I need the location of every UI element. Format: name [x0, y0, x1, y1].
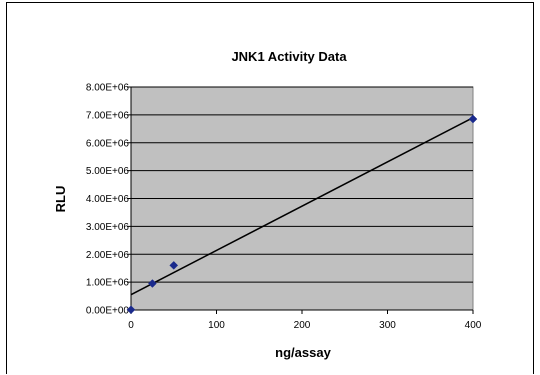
- data-point: [148, 279, 157, 288]
- x-axis-title: ng/assay: [275, 345, 331, 360]
- trendline: [130, 116, 474, 296]
- x-tick-label: 400: [465, 320, 482, 331]
- y-tick-label: 5.00E+06: [86, 166, 130, 177]
- y-tick-label: 2.00E+06: [86, 250, 130, 261]
- y-axis-ticks: 0.00E+00 1.00E+06 2.00E+06 3.00E+06 4.00E+06…: [86, 83, 132, 317]
- y-tick-label: 7.00E+06: [86, 110, 130, 121]
- x-tick-label: 100: [208, 320, 225, 331]
- y-tick-label: 8.00E+06: [86, 83, 130, 94]
- y-tick-label: 6.00E+06: [86, 138, 130, 149]
- data-point: [169, 261, 179, 270]
- data-point: [126, 305, 136, 315]
- data-points: [126, 114, 478, 315]
- x-tick-label: 0: [128, 320, 134, 331]
- chart-frame: JNK1 Activity Data 0.00E+00 1.00E+06 2.00E…: [6, 2, 534, 374]
- chart-title: JNK1 Activity Data: [231, 49, 347, 64]
- y-axis-title: RLU: [53, 186, 68, 213]
- x-tick-label: 300: [379, 320, 396, 331]
- chart: JNK1 Activity Data 0.00E+00 1.00E+06 2.00E…: [53, 49, 482, 360]
- data-point: [468, 114, 478, 124]
- y-tick-label: 4.00E+06: [86, 194, 130, 205]
- y-tick-label: 3.00E+06: [86, 222, 130, 233]
- x-tick-label: 200: [294, 320, 311, 331]
- x-axis-ticks: 0 100 200 300 400: [128, 309, 482, 331]
- y-tick-label: 1.00E+06: [86, 278, 130, 289]
- y-tick-label: 0.00E+00: [86, 306, 130, 317]
